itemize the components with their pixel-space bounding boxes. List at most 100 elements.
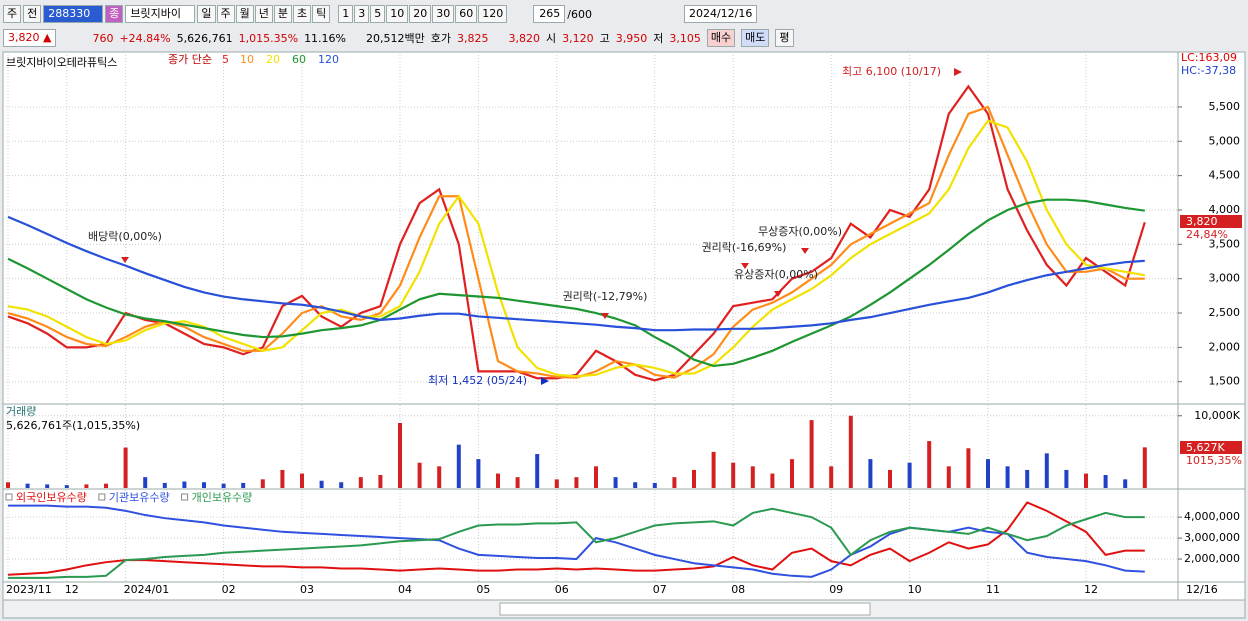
x-tick-label: 09	[829, 583, 843, 596]
volume-bar	[417, 462, 422, 488]
last-price-box	[1180, 215, 1242, 228]
volume-bar	[143, 477, 148, 488]
cursor-date: 12/16	[1186, 583, 1218, 596]
legend-entry: 20	[266, 53, 280, 66]
volume-bar	[64, 485, 69, 488]
arrow: ▲	[43, 31, 52, 44]
pane-title: 거래량	[6, 405, 36, 418]
minutes: 1 3 5 10 20 30 60 120	[338, 5, 508, 23]
price-text: 3,820	[8, 31, 40, 44]
volume-bar	[946, 466, 951, 488]
scroll-thumb[interactable]	[499, 602, 871, 616]
y-tick-label: 2,000	[1209, 340, 1241, 353]
volume-bar	[554, 479, 559, 488]
volume-bar	[535, 454, 540, 488]
tool-button[interactable]: 일	[197, 5, 216, 23]
tool-button[interactable]: 3	[354, 5, 370, 23]
volume-bar	[770, 473, 775, 488]
change: 760	[92, 31, 114, 45]
volume-bar	[966, 448, 971, 488]
label: 시	[546, 32, 557, 45]
tool-button[interactable]: 30	[432, 5, 455, 23]
pane-subtitle: 5,626,761주(1,015,35%)	[6, 419, 140, 432]
volume-bar	[456, 444, 461, 488]
legend-entry: 5	[222, 53, 229, 66]
x-tick-label: 05	[476, 583, 490, 596]
volume-bar	[358, 477, 363, 488]
bid: 3,820	[508, 31, 541, 45]
tool-button[interactable]: 5	[370, 5, 386, 23]
tool-button[interactable]: 분	[273, 5, 292, 23]
stock-name[interactable]: 브릿지바이	[125, 5, 196, 23]
x-tick-label: 08	[731, 583, 745, 596]
last-volume-rate: 1015,35%	[1186, 454, 1242, 467]
series-line	[7, 119, 1145, 378]
series-line	[7, 198, 1145, 368]
tool-button[interactable]: 월	[235, 5, 254, 23]
turnover: 11.16%	[304, 31, 347, 45]
code-input[interactable]: 288330	[43, 5, 104, 23]
tool-button[interactable]: 20	[409, 5, 432, 23]
y-tick-label: 2,500	[1209, 306, 1241, 319]
avg-button[interactable]: 평	[775, 29, 794, 47]
volume-bar	[339, 482, 344, 488]
last-volume: 5,627K	[1186, 441, 1225, 454]
date[interactable]: 2024/12/16	[683, 5, 758, 23]
series-line	[7, 501, 1145, 576]
tool-button[interactable]: 틱	[312, 5, 331, 23]
series-line	[7, 105, 1145, 379]
volume-bar	[633, 482, 638, 488]
low: 3,105	[669, 31, 701, 45]
x-tick-label: 04	[398, 583, 412, 596]
annotation: 최저 1,452 (05/24)	[428, 374, 527, 387]
tool-button[interactable]: 120	[478, 5, 508, 23]
tool-button[interactable]: 초	[293, 5, 312, 23]
volume-bar	[692, 469, 696, 488]
volume-bar	[241, 482, 246, 488]
y-tick-label: 4,000,000	[1184, 510, 1240, 523]
ask: 3,825	[457, 31, 489, 45]
sell-button[interactable]: 매도	[741, 29, 770, 47]
y-tick-label: 4,500	[1209, 169, 1241, 182]
label: 호가	[430, 32, 451, 45]
tool-button[interactable]: 년	[254, 5, 273, 23]
count[interactable]: 265	[533, 5, 566, 23]
tool-button[interactable]: 1	[338, 5, 354, 23]
volume-bar	[319, 480, 324, 488]
tool-button[interactable]: 60	[455, 5, 478, 23]
volume-bar	[6, 482, 10, 488]
count-max: /600	[567, 7, 592, 21]
price: 3,820 ▲	[3, 29, 57, 47]
volume-bar	[123, 447, 128, 488]
volume: 5,626,761	[176, 31, 233, 45]
lc-label: LC:163,09	[1181, 51, 1237, 64]
y-tick-label: 1,500	[1209, 375, 1241, 388]
volume-bar	[868, 459, 873, 488]
volume-bar	[202, 482, 206, 488]
volume-bar	[1103, 475, 1108, 488]
series-line	[7, 84, 1146, 382]
series-line	[8, 504, 1145, 578]
tool-button[interactable]: 주	[216, 5, 235, 23]
x-tick-label: 2023/11	[6, 583, 52, 596]
x-tick-label: 2024/01	[124, 583, 170, 596]
annotation-marker	[741, 263, 749, 269]
annotation: 권리락(-16,69%)	[702, 241, 787, 254]
x-tick-label: 07	[653, 583, 667, 596]
prev[interactable]: 전	[23, 5, 42, 23]
tool-button[interactable]: 10	[386, 5, 409, 23]
buy-button[interactable]: 매수	[706, 29, 736, 47]
volume-bar	[1123, 479, 1128, 488]
pane-subtitle: 종가 단순	[168, 53, 212, 66]
volume-bar	[1044, 453, 1049, 488]
volume-bar	[104, 483, 108, 488]
last-rate: 24,84%	[1186, 228, 1228, 241]
y-tick-label: 5,500	[1209, 100, 1241, 113]
volume-bar	[986, 459, 990, 488]
x-tick-label: 03	[300, 583, 314, 596]
volume-bar	[45, 484, 50, 488]
annotation: 무상증자(0,00%)	[758, 225, 842, 238]
period[interactable]: 주	[3, 5, 22, 23]
annotation: 최고 6,100 (10/17)	[842, 65, 941, 78]
